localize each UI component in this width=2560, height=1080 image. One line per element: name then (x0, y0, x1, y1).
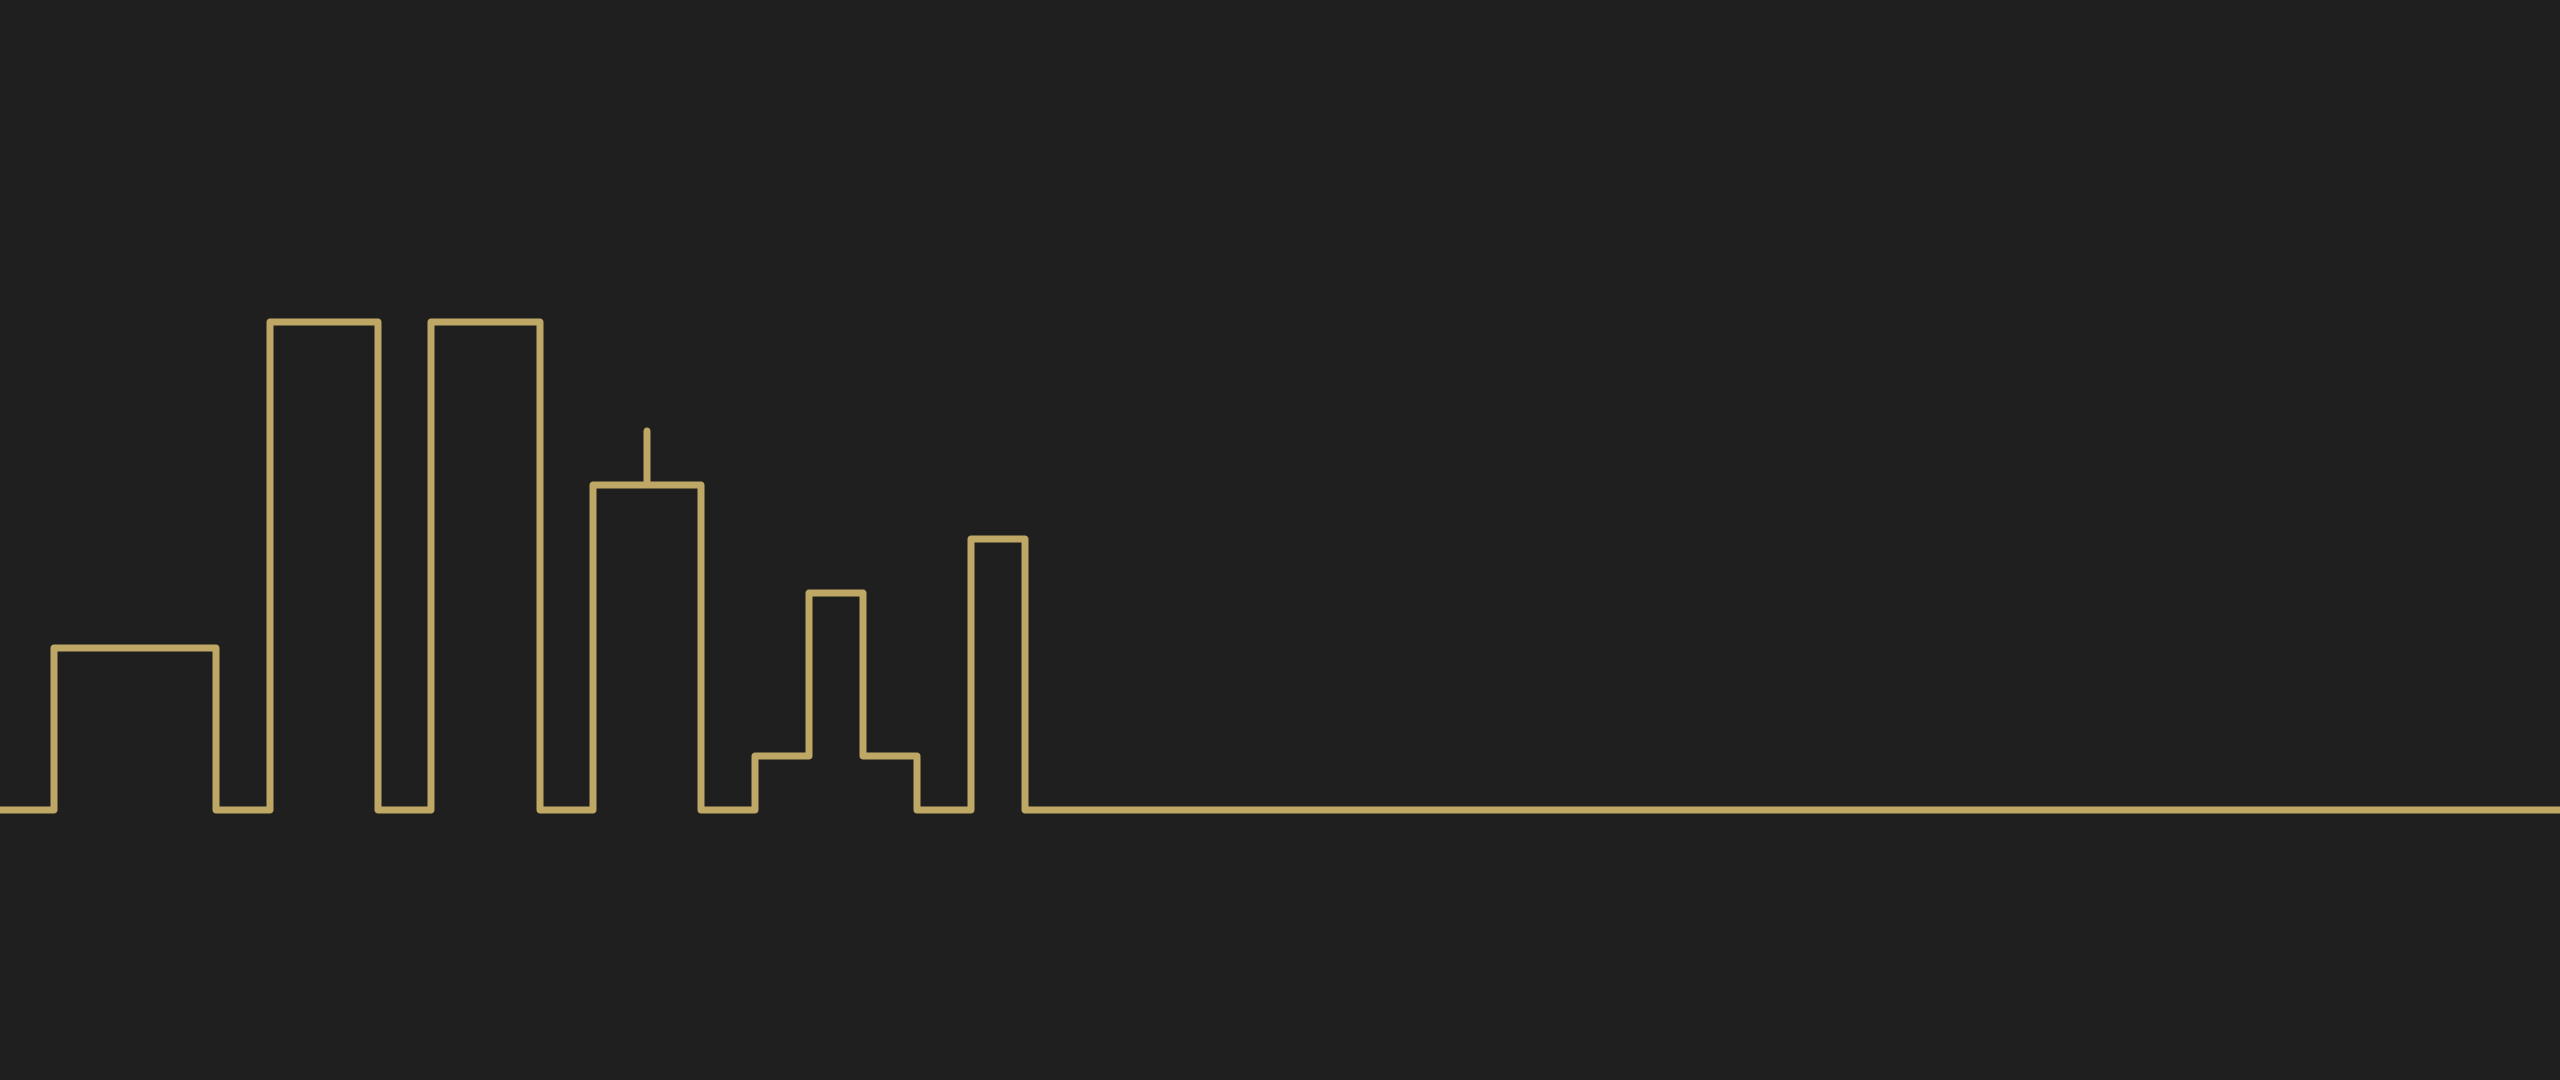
background (0, 0, 2560, 1080)
skyline-wallpaper (0, 0, 2560, 1080)
skyline-canvas (0, 0, 2560, 1080)
